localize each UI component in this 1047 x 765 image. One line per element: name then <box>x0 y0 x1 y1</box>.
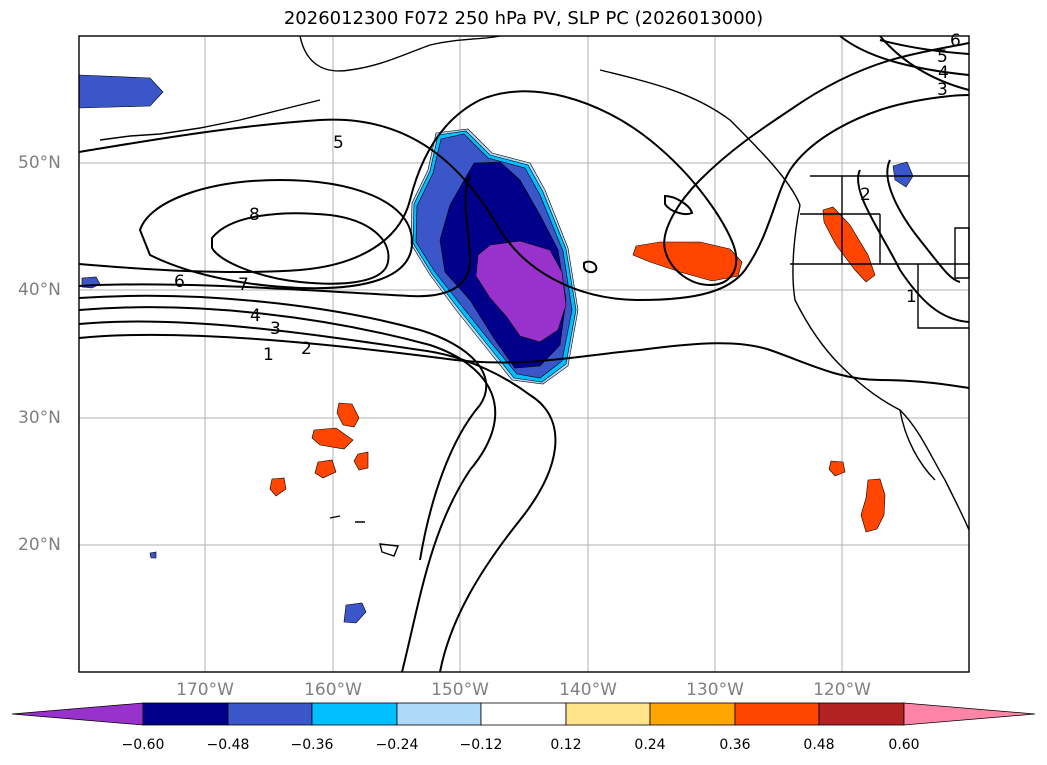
pv-blob-3 <box>314 459 337 479</box>
slp-contours <box>78 35 970 673</box>
negative-pv-anomaly <box>410 128 579 385</box>
contour-label-8: 8 <box>249 205 260 225</box>
contour-2 <box>78 320 557 673</box>
colorbar-label-8: 0.36 <box>719 737 751 753</box>
contour-label-2: 2 <box>301 339 312 359</box>
pv-blob-5 <box>269 477 287 497</box>
contour-ne-3 <box>879 39 970 55</box>
colorbar-label-2: −0.48 <box>206 737 250 753</box>
contour-small-1 <box>664 194 694 215</box>
positive-pv-anomaly <box>269 206 886 533</box>
lon-label-170w: 170°W <box>176 680 234 700</box>
contour-5 <box>78 94 970 302</box>
contour-loop-ne <box>886 159 961 283</box>
contour-label-7: 7 <box>238 275 249 295</box>
lon-label-150w: 150°W <box>431 680 489 700</box>
contour-label-6: 6 <box>174 272 185 292</box>
colorbar-swatch-6 <box>565 702 651 726</box>
lon-label-160w: 160°W <box>304 680 362 700</box>
contour-label-coast-1: 1 <box>906 287 917 307</box>
alaska-coast <box>299 35 501 72</box>
colorbar-swatch-8 <box>734 702 820 726</box>
contour-8 <box>138 178 414 290</box>
contour-label-ne-5: 5 <box>937 47 948 67</box>
colorbar-swatch-9 <box>818 702 905 726</box>
colorbar-swatch-7 <box>649 702 736 726</box>
contour-label-ne-4: 4 <box>938 63 949 83</box>
contour-label-ne-6: 6 <box>950 31 961 51</box>
lon-label-130w: 130°W <box>686 680 744 700</box>
contour-loop-e <box>857 169 970 323</box>
contour-8-inner <box>211 212 390 285</box>
baja <box>899 409 936 481</box>
contour-4 <box>78 294 488 561</box>
pv-blob-tiny <box>149 551 157 559</box>
pv-blob-ne <box>892 161 914 188</box>
colorbar-extend-high <box>903 702 1036 726</box>
colorbar-swatch-2 <box>227 702 313 726</box>
us-west-coast <box>792 204 970 531</box>
contour-3 <box>78 306 497 673</box>
hawaii <box>329 515 399 557</box>
colorbar-label-7: 0.24 <box>634 737 666 753</box>
contour-ne-2 <box>839 35 970 76</box>
contour-label-3: 3 <box>270 319 281 339</box>
aleutian-chain <box>99 99 321 141</box>
contour-label-5: 5 <box>333 133 344 153</box>
bc-coast <box>599 69 801 206</box>
pv-blob-nw <box>78 74 164 109</box>
pv-blob-1 <box>336 402 360 428</box>
pv-blob-s <box>343 602 367 624</box>
lon-label-120w: 120°W <box>813 680 871 700</box>
map-frame <box>78 35 970 673</box>
contour-6 <box>78 42 970 287</box>
colorbar-label-5: −0.12 <box>459 737 503 753</box>
map-title: 2026012300 F072 250 hPa PV, SLP PC (2026… <box>283 8 764 29</box>
colorbar-label-3: −0.36 <box>290 737 334 753</box>
contour-label-1: 1 <box>263 345 274 365</box>
colorbar-swatch-4 <box>396 702 482 726</box>
contour-label-ne-3: 3 <box>937 80 948 100</box>
contour-label-coast-2: 2 <box>860 185 871 205</box>
contour-label-4: 4 <box>250 306 261 326</box>
state-borders <box>790 175 970 329</box>
colorbar-swatch-1 <box>142 702 229 726</box>
contour-7 <box>78 174 472 298</box>
colorbar <box>11 702 1036 726</box>
lon-label-140w: 140°W <box>559 680 617 700</box>
pv-blob-4 <box>353 451 369 471</box>
lat-label-50n: 50°N <box>18 153 61 173</box>
pv-blob-7 <box>860 478 886 533</box>
colorbar-label-9: 0.48 <box>803 737 835 753</box>
pv-shade-minus-060 <box>475 240 567 343</box>
colorbar-swatch-3 <box>311 702 398 726</box>
pv-blob-east <box>632 241 743 282</box>
lat-label-40n: 40°N <box>18 280 61 300</box>
colorbar-extend-low <box>11 702 144 726</box>
lat-label-30n: 30°N <box>18 408 61 428</box>
colorbar-swatch-5 <box>480 702 567 726</box>
coastlines <box>99 35 970 557</box>
pv-blob-2 <box>311 427 354 450</box>
colorbar-label-10: 0.60 <box>888 737 920 753</box>
pv-blob-6 <box>828 460 846 477</box>
lat-label-20n: 20°N <box>18 535 61 555</box>
colorbar-label-4: −0.24 <box>375 737 419 753</box>
colorbar-label-1: −0.60 <box>121 737 165 753</box>
contour-small-2 <box>583 260 598 274</box>
colorbar-label-6: 0.12 <box>550 737 582 753</box>
contour-1 <box>78 333 970 389</box>
